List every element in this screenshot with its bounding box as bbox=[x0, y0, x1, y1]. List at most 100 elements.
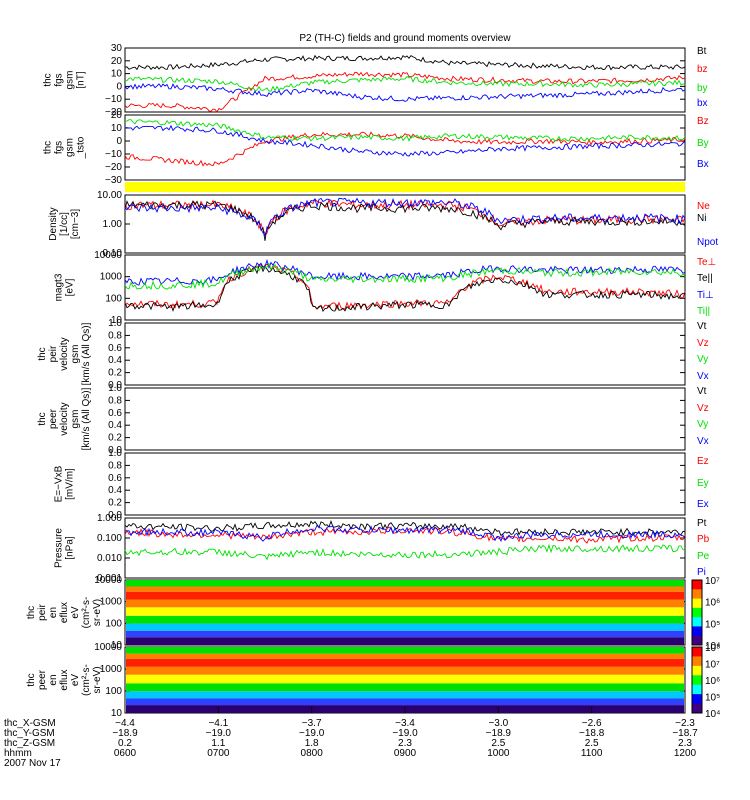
y-tick-label: 100 bbox=[105, 618, 122, 629]
colorbar-swatch bbox=[692, 703, 702, 714]
y-tick-label: 0.4 bbox=[108, 355, 122, 366]
y-axis-label: E=−VxB bbox=[54, 465, 65, 502]
y-tick-label: 0.6 bbox=[108, 408, 122, 419]
x-row-label: thc_Z-GSM bbox=[4, 738, 55, 749]
colorbar-swatch bbox=[692, 635, 702, 646]
x-tick-label: −18.9 bbox=[486, 728, 512, 739]
legend-entry: Te|| bbox=[697, 273, 713, 284]
y-axis-label: gsm bbox=[70, 345, 81, 364]
heatmap-band bbox=[126, 623, 684, 631]
heatmap-band bbox=[126, 658, 684, 667]
y-tick-label: 1000 bbox=[100, 597, 123, 608]
y-tick-label: 0.8 bbox=[108, 460, 122, 471]
y-axis-label: fgs bbox=[54, 141, 65, 154]
colorbar-label: 10⁷ bbox=[705, 576, 720, 587]
heatmap-band bbox=[126, 599, 684, 608]
heatmap-band bbox=[126, 591, 684, 600]
y-tick-label: 10 bbox=[111, 708, 123, 719]
y-axis-label: sr-eV) bbox=[92, 666, 103, 693]
legend-entry: Ex bbox=[697, 499, 709, 510]
series-line-Pe bbox=[124, 543, 686, 561]
y-axis-label: Pressure bbox=[54, 528, 65, 568]
panel-4: magt3 [eV] 10000 1000 100 10 Te⊥ Te|| Ti⊥ Ti|| bbox=[54, 250, 717, 326]
y-axis-label: [cm−3] bbox=[70, 209, 81, 240]
legend-entry: Ez bbox=[697, 456, 709, 467]
y-tick-label: 0.2 bbox=[108, 498, 122, 509]
panel-frame bbox=[124, 114, 686, 181]
heatmap-band bbox=[126, 647, 684, 654]
series-line-Te|| bbox=[124, 265, 685, 313]
y-axis-label: velocity bbox=[59, 402, 70, 435]
colorbar-label: 10⁶ bbox=[705, 676, 720, 687]
y-tick-label: 100 bbox=[105, 293, 122, 304]
x-tick-label: 1.1 bbox=[211, 738, 225, 749]
y-tick-label: 0.4 bbox=[108, 420, 122, 431]
y-axis-label: peir bbox=[48, 345, 59, 362]
x-row-label: hhmm bbox=[4, 748, 32, 759]
legend-entry: Vy bbox=[697, 419, 708, 430]
y-tick-label: 1000 bbox=[100, 664, 123, 675]
series-line-Bt bbox=[124, 54, 686, 71]
x-tick-label: 0600 bbox=[114, 748, 137, 759]
y-tick-label: 1.0 bbox=[108, 318, 122, 329]
series-line-By bbox=[124, 119, 686, 142]
legend-entry: Vy bbox=[697, 354, 708, 365]
x-tick-label: 1.8 bbox=[305, 738, 319, 749]
legend-entry: Ti|| bbox=[697, 306, 710, 317]
panel-frame bbox=[124, 254, 686, 321]
y-axis-label: [nPa] bbox=[65, 536, 76, 560]
y-axis-label: [km/s (All Qs)] bbox=[81, 387, 92, 450]
colorbar-swatch bbox=[692, 598, 702, 609]
colorbar-frame bbox=[691, 646, 703, 714]
colorbar-swatch bbox=[692, 665, 702, 676]
legend-entry: Npot bbox=[697, 237, 718, 248]
y-tick-label: 10000 bbox=[94, 250, 122, 261]
heatmap-band bbox=[126, 683, 684, 692]
colorbar-swatch bbox=[692, 589, 702, 600]
y-axis-label: en bbox=[48, 607, 59, 618]
legend-entry: Vz bbox=[697, 338, 709, 349]
x-tick-label: −19.0 bbox=[299, 728, 325, 739]
y-tick-label: 100 bbox=[105, 686, 122, 697]
y-axis-label: velocity bbox=[59, 337, 70, 370]
y-tick-label: 10000 bbox=[94, 642, 122, 653]
legend-entry: By bbox=[697, 138, 709, 149]
series-line-Bz bbox=[124, 131, 686, 167]
y-tick-label: 0.8 bbox=[108, 395, 122, 406]
legend-entry: Bz bbox=[697, 116, 709, 127]
y-axis-label: gsm bbox=[65, 71, 76, 90]
series-line-bz bbox=[124, 71, 686, 113]
y-tick-label: 0.0 bbox=[108, 380, 122, 391]
y-axis-label: (cm²-s- bbox=[81, 664, 92, 696]
panel-frame bbox=[124, 47, 686, 113]
heatmap-band bbox=[126, 653, 684, 659]
y-tick-label: 0.6 bbox=[108, 473, 122, 484]
legend-entry: Ne bbox=[697, 201, 710, 212]
colorbar-label: 10⁴ bbox=[705, 709, 720, 720]
y-tick-label: 1.00 bbox=[103, 219, 123, 230]
x-tick-label: 1000 bbox=[487, 748, 510, 759]
colorbar-swatch bbox=[692, 694, 702, 705]
x-tick-label: −4.4 bbox=[115, 718, 135, 729]
y-axis-label: [mV/m] bbox=[65, 468, 76, 500]
y-axis-label: thc bbox=[26, 606, 37, 619]
y-axis-label: Density bbox=[48, 207, 59, 240]
heatmap-band bbox=[126, 607, 684, 616]
series-line-Ti⊥ bbox=[124, 258, 686, 286]
legend-entry: Bx bbox=[697, 159, 709, 170]
x-tick-label: 0900 bbox=[394, 748, 417, 759]
y-tick-label: 0.001 bbox=[97, 573, 122, 584]
colorbar-swatch bbox=[692, 580, 702, 590]
legend-entry: Ti⊥ bbox=[697, 290, 714, 301]
y-tick-label: 10 bbox=[111, 640, 123, 651]
y-axis-label: gsm bbox=[70, 410, 81, 429]
y-axis-label: en bbox=[48, 674, 59, 685]
colorbar-label: 10⁶ bbox=[705, 598, 720, 609]
y-tick-label: 1.0 bbox=[108, 448, 122, 459]
y-axis-label: thc bbox=[26, 673, 37, 686]
x-row-label: thc_Y-GSM bbox=[4, 728, 55, 739]
heatmap-band bbox=[126, 580, 684, 587]
yellow-bar bbox=[125, 182, 685, 192]
colorbar-label: 10⁸ bbox=[705, 643, 720, 654]
